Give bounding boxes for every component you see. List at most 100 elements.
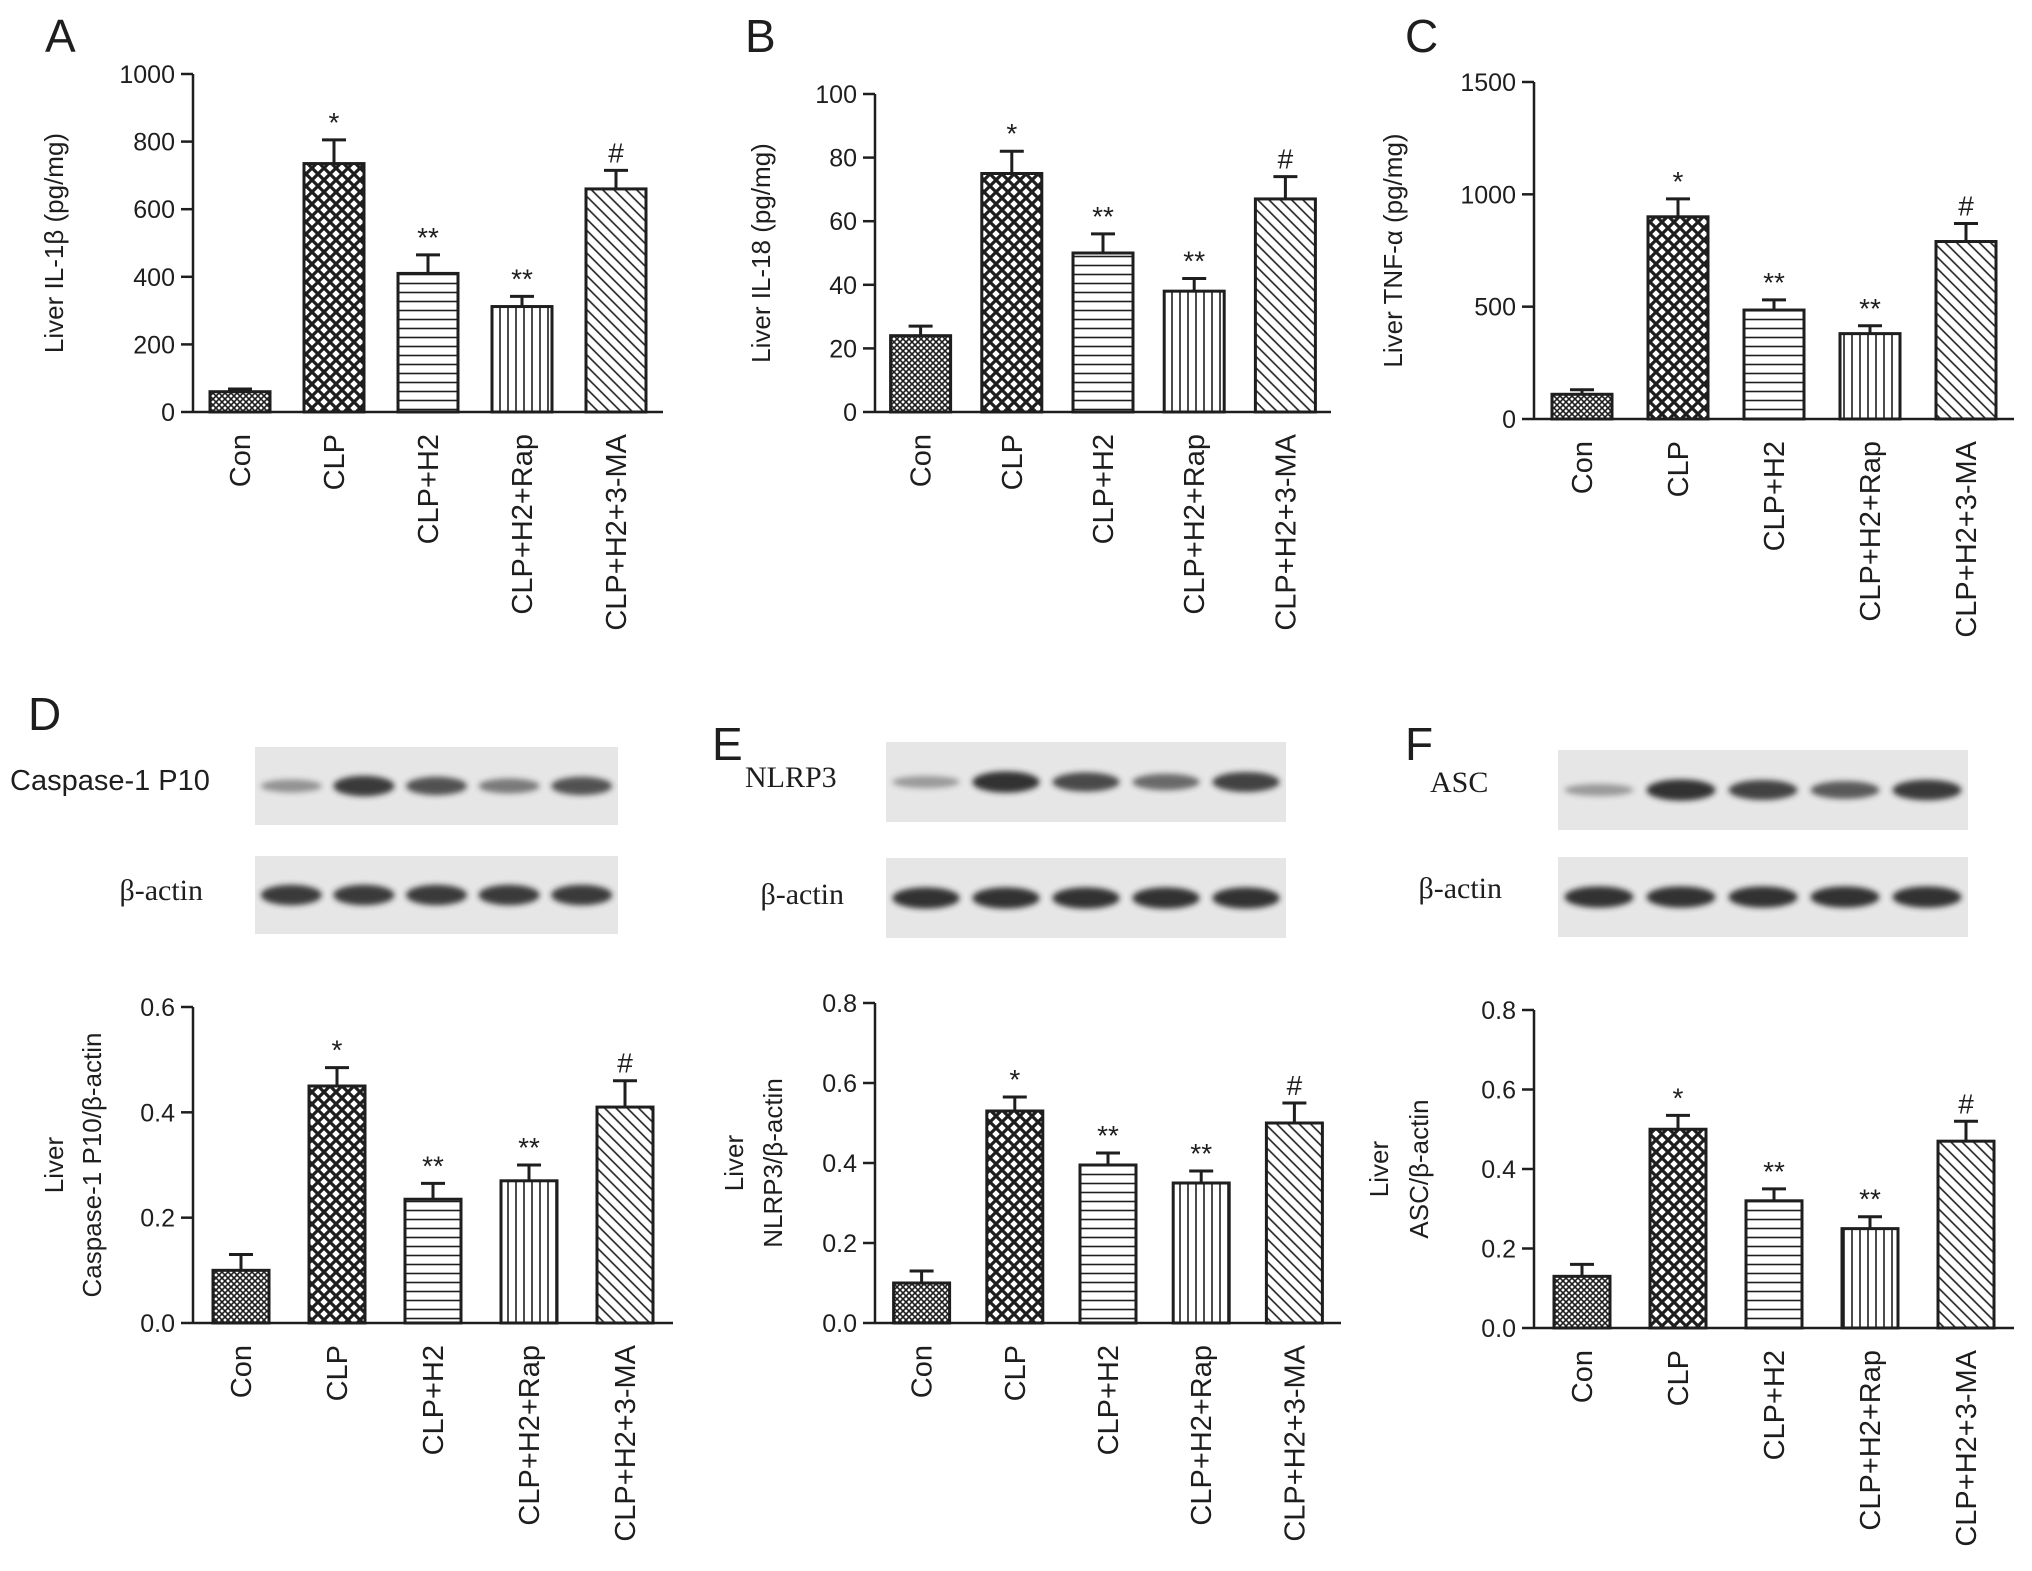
y-axis-label-line: Liver	[1364, 1140, 1394, 1197]
x-tick-label: CLP+H2	[1088, 434, 1120, 544]
blot-band-target	[1212, 772, 1280, 792]
blot-band-target	[892, 775, 960, 789]
significance-mark: *	[1006, 118, 1017, 149]
x-tick-label: Con	[226, 1345, 258, 1398]
y-tick-label: 0.0	[140, 1310, 175, 1338]
bar-con	[1550, 392, 1614, 421]
x-tick-label: CLP	[1000, 1345, 1032, 1401]
western-blot-e: NLRP3 β-actin	[745, 742, 1286, 938]
significance-mark: #	[1287, 1070, 1303, 1101]
chart-panel-b: 0 20 40 60 80 100 Liver IL-18 (pg/mg) Con * CLP **…	[746, 81, 1331, 631]
x-tick-label: CLP+H2	[418, 1345, 450, 1455]
y-tick-label: 0.2	[1481, 1236, 1516, 1264]
significance-mark: **	[417, 222, 439, 253]
x-tick-label: Con	[225, 434, 257, 487]
x-tick-label: CLP	[1663, 1350, 1695, 1406]
x-tick-label: CLP+H2+Rap	[1855, 1350, 1887, 1531]
significance-mark: **	[1859, 293, 1881, 324]
x-tick-label: Con	[1567, 441, 1599, 494]
bar-clp-h2-rap	[1162, 289, 1226, 414]
y-tick-label: 0.8	[1481, 997, 1516, 1025]
x-tick-label: CLP+H2+Rap	[1855, 441, 1887, 622]
y-tick-label: 0.0	[822, 1310, 857, 1338]
y-tick-label: 400	[133, 264, 175, 292]
x-tick-label: CLP	[322, 1345, 354, 1401]
bar-clp-h2-rap	[499, 1179, 559, 1325]
bar-clp-h2-3-ma	[1936, 1139, 1996, 1330]
significance-mark: #	[617, 1048, 633, 1079]
y-tick-label: 500	[1474, 294, 1516, 322]
y-axis-label-line: NLRP3/β-actin	[758, 1078, 788, 1248]
bar-clp-h2-3-ma	[584, 187, 648, 414]
bar-con	[208, 390, 272, 414]
bar-clp-h2-rap	[490, 305, 554, 414]
blot-target-label: Caspase-1 P10	[10, 765, 210, 797]
x-tick-label: CLP+H2+3-MA	[601, 433, 633, 630]
y-axis-label: Liver IL-18 (pg/mg)	[746, 143, 776, 363]
blot-band-loading	[406, 884, 467, 906]
western-blot-f: ASC β-actin	[1418, 750, 1968, 937]
blot-band-loading	[1212, 887, 1280, 909]
x-tick-label: CLP+H2+Rap	[1179, 434, 1211, 615]
y-tick-label: 0.6	[1481, 1077, 1516, 1105]
bar-clp-h2-3-ma	[595, 1105, 655, 1325]
y-tick-label: 200	[133, 331, 175, 359]
x-tick-label: CLP+H2+3-MA	[1279, 1344, 1311, 1541]
y-axis-label-line: Liver	[719, 1134, 749, 1191]
y-tick-label: 0.4	[1481, 1156, 1516, 1184]
blot-band-target	[260, 779, 322, 793]
y-tick-label: 600	[133, 196, 175, 224]
blot-band-loading	[1728, 886, 1798, 908]
blot-band-target	[1646, 779, 1716, 801]
blot-band-loading	[1892, 886, 1962, 908]
blot-target-label: ASC	[1430, 766, 1488, 799]
significance-mark: **	[1763, 1156, 1785, 1187]
significance-mark: **	[1183, 245, 1205, 276]
chart-panel-e: 0.0 0.2 0.4 0.6 0.8 Liver NLRP3/β-actin Con * CLP…	[719, 990, 1341, 1542]
y-axis-label: Liver IL-1β (pg/mg)	[39, 133, 69, 353]
y-tick-label: 0	[843, 399, 857, 427]
bar-clp-h2	[1071, 251, 1135, 414]
chart-panel-f: 0.0 0.2 0.4 0.6 0.8 Liver ASC/β-actin Con * CLP **…	[1364, 997, 2014, 1547]
bar-clp	[985, 1109, 1045, 1325]
x-tick-label: Con	[907, 1345, 939, 1398]
blot-loading-label: β-actin	[760, 878, 844, 911]
significance-mark: **	[1190, 1138, 1212, 1169]
bar-clp	[980, 172, 1044, 414]
bar-clp-h2-rap	[1838, 332, 1902, 421]
y-axis-label-line: Liver	[39, 1136, 69, 1193]
y-axis-label-line: Caspase-1 P10/β-actin	[77, 1033, 107, 1298]
bar-clp	[302, 162, 366, 414]
significance-mark: #	[1958, 1088, 1974, 1119]
y-tick-label: 60	[829, 208, 857, 236]
significance-mark: **	[518, 1132, 540, 1163]
significance-mark: **	[1097, 1120, 1119, 1151]
x-tick-label: CLP	[319, 434, 351, 490]
blot-band-loading	[972, 887, 1040, 909]
x-tick-label: Con	[906, 434, 938, 487]
bar-clp	[307, 1084, 367, 1325]
bar-con	[1552, 1274, 1612, 1330]
bar-clp-h2-3-ma	[1253, 197, 1317, 414]
blot-band-loading	[892, 887, 960, 909]
panel-label-D: D	[28, 688, 61, 740]
y-tick-label: 0.4	[140, 1099, 175, 1127]
x-tick-label: CLP+H2	[413, 434, 445, 544]
blot-band-target	[478, 778, 540, 794]
y-tick-label: 0	[1502, 406, 1516, 434]
y-tick-label: 40	[829, 272, 857, 300]
y-tick-label: 0.6	[822, 1070, 857, 1098]
x-tick-label: CLP+H2	[1093, 1345, 1125, 1455]
chart-panel-a: 0 200 400 600 800 1000 Liver IL-1β (pg/mg) Con *…	[39, 61, 663, 631]
significance-mark: #	[1278, 144, 1294, 175]
significance-mark: *	[1673, 1082, 1684, 1113]
bar-clp-h2	[403, 1197, 463, 1325]
blot-band-loading	[1052, 887, 1120, 909]
y-tick-label: 0	[161, 399, 175, 427]
x-tick-label: CLP+H2	[1759, 441, 1791, 551]
bar-clp-h2-rap	[1840, 1227, 1900, 1330]
y-tick-label: 100	[815, 81, 857, 109]
significance-mark: *	[332, 1035, 343, 1066]
significance-mark: #	[608, 137, 624, 168]
